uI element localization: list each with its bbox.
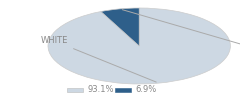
FancyBboxPatch shape bbox=[67, 88, 84, 92]
Text: WHITE: WHITE bbox=[41, 36, 156, 82]
Wedge shape bbox=[48, 8, 230, 84]
Wedge shape bbox=[101, 8, 139, 46]
FancyBboxPatch shape bbox=[115, 88, 132, 92]
Text: 6.9%: 6.9% bbox=[135, 86, 156, 94]
Text: BLACK: BLACK bbox=[122, 10, 240, 55]
Text: 93.1%: 93.1% bbox=[87, 86, 114, 94]
